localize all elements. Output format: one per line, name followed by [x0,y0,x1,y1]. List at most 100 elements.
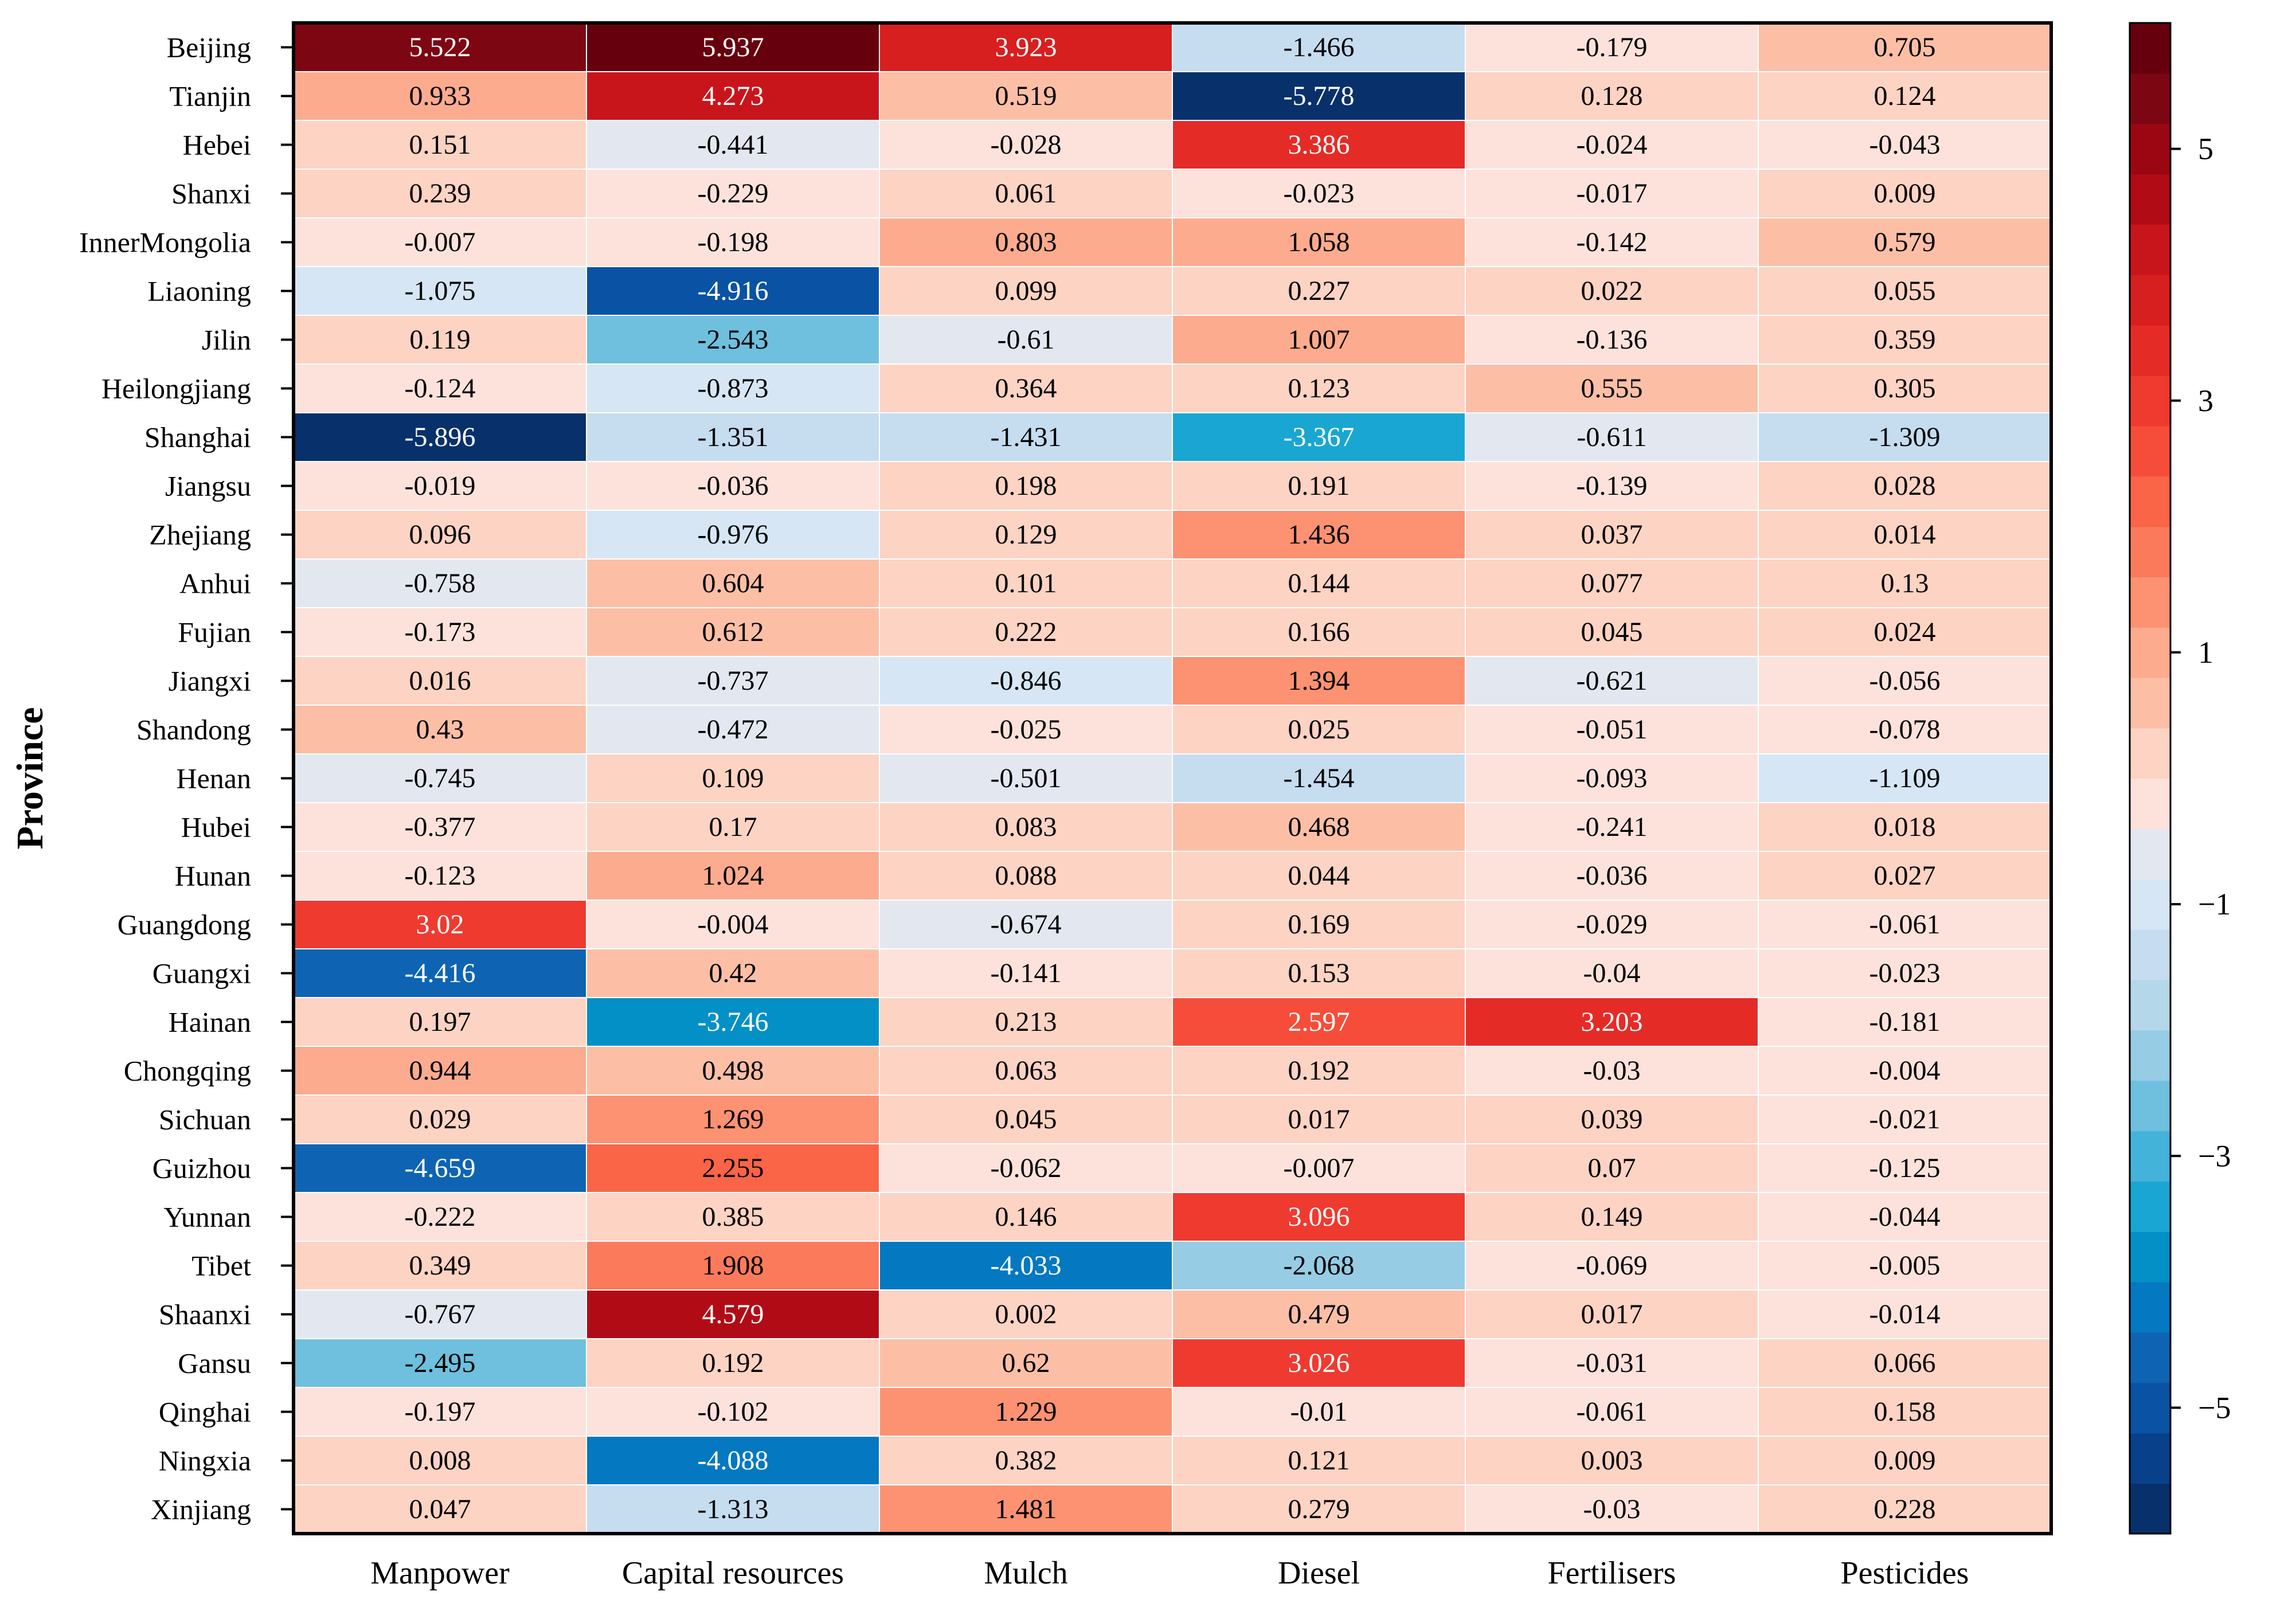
cell-value-label: 0.037 [1581,519,1643,550]
cell-value-label: -1.109 [1869,763,1941,793]
heatmap-cell [1172,315,1466,365]
colorbar-segment [2130,1382,2170,1434]
cell-value-label: 2.255 [702,1153,764,1183]
cell-value-label: 0.166 [1288,617,1350,647]
cell-value-label: -0.173 [405,617,476,647]
heatmap-cell [586,120,880,170]
heatmap-cell [1465,412,1759,462]
x-tick-label: Manpower [370,1555,510,1591]
cell-value-label: -0.093 [1577,763,1648,793]
cell-value-label: -0.069 [1577,1250,1648,1281]
heatmap-cell [879,802,1173,852]
cell-value-label: 0.124 [1874,81,1936,111]
cell-value-label: 0.153 [1288,958,1350,988]
cell-value-label: 0.519 [995,81,1057,111]
cell-value-label: 0.008 [409,1445,471,1476]
y-tick-label: Shaanxi [159,1299,251,1331]
cell-value-label: 0.359 [1874,324,1936,355]
heatmap-cell [293,1192,587,1242]
heatmap-cell [1465,1046,1759,1096]
colorbar-segment [2130,1030,2170,1081]
cell-value-label: 0.029 [409,1104,471,1135]
y-tick-label: Hebei [183,129,251,161]
heatmap-cell [1172,558,1466,608]
cell-value-label: -0.846 [991,666,1062,696]
cell-value-label: 0.705 [1874,32,1936,62]
heatmap-cell [586,71,880,121]
heatmap-cell [293,266,587,316]
cell-value-label: 0.279 [1288,1494,1350,1524]
cell-value-label: -0.873 [698,373,769,404]
heatmap-cell [1758,1192,2052,1242]
colorbar-segment [2130,425,2170,477]
heatmap-cell [1465,266,1759,316]
colorbar-segment [2130,275,2170,326]
y-tick-label: Yunnan [163,1201,251,1233]
colorbar-segment [2130,1483,2170,1534]
heatmap-cell [1172,997,1466,1047]
cell-value-label: -0.021 [1869,1104,1941,1135]
cell-value-label: -2.068 [1284,1250,1355,1281]
colorbar-segment [2130,577,2170,628]
heatmap-cell [879,412,1173,462]
cell-value-label: 1.481 [995,1494,1057,1524]
y-tick-label: Jiangsu [165,470,251,502]
cell-value-label: -4.088 [698,1445,769,1476]
heatmap-cell [1465,1387,1759,1437]
heatmap-cell [1172,802,1466,852]
cell-value-label: -0.758 [405,568,476,599]
cell-value-label: -0.745 [405,763,476,793]
cell-value-label: -0.181 [1869,1007,1941,1037]
cell-value-label: 0.192 [702,1348,764,1378]
cell-value-label: 0.13 [1881,568,1929,599]
cell-value-label: 1.436 [1288,519,1350,550]
cell-value-label: 0.099 [995,276,1057,306]
cell-value-label: -0.501 [991,763,1062,793]
cell-value-label: -5.778 [1284,81,1355,111]
cell-value-label: -0.611 [1577,422,1646,452]
cell-value-label: 0.803 [995,227,1057,257]
cell-value-label: -0.737 [698,666,769,696]
cell-value-label: -4.916 [698,276,769,306]
cell-value-label: -0.04 [1583,958,1641,988]
heatmap-cell [1465,656,1759,706]
colorbar-segment [2130,1332,2170,1383]
cell-value-label: 3.923 [995,32,1057,62]
cell-value-label: -0.007 [405,227,476,257]
colorbar-tick-label: 3 [2198,384,2213,418]
heatmap-cell [1172,656,1466,706]
cell-value-label: 0.213 [995,1007,1057,1037]
heatmap-cell [1758,22,2052,72]
cell-value-label: 0.479 [1288,1299,1350,1330]
cell-value-label: 0.62 [1002,1348,1050,1378]
heatmap-cell [586,753,880,803]
heatmap-cell [293,1143,587,1193]
heatmap-cell [1172,1289,1466,1339]
y-tick-label: Shanghai [144,421,251,453]
heatmap-cell [1465,169,1759,218]
cell-value-label: -0.019 [405,471,476,501]
y-tick-label: Qinghai [159,1396,251,1428]
colorbar-segment [2130,929,2170,980]
cell-value-label: -0.441 [698,130,769,160]
cell-value-label: 0.42 [709,958,757,988]
cell-value-label: 0.039 [1581,1104,1643,1135]
cell-value-label: 1.908 [702,1250,764,1281]
cell-value-label: 0.227 [1288,276,1350,306]
heatmap-cell [1172,1241,1466,1291]
cell-value-label: -0.051 [1577,714,1648,745]
y-tick-label: Guangxi [152,957,251,990]
cell-value-label: 0.43 [416,714,464,745]
cell-value-label: -0.031 [1577,1348,1648,1378]
colorbar [2129,22,2172,1535]
cell-value-label: 1.058 [1288,227,1350,257]
colorbar-tick-label: 5 [2198,132,2213,166]
heatmap-cell [586,315,880,365]
cell-value-label: 0.009 [1874,178,1936,209]
heatmap-cell-labels: 5.522 5.937 3.923 -1.466 -0.179 0.705 0.933 4.2… [405,32,1941,1524]
cell-value-label: 0.579 [1874,227,1936,257]
heatmap-cell [293,315,587,365]
heatmap-cell [293,1289,587,1339]
heatmap-cell [1758,948,2052,998]
y-tick-label: Chongqing [124,1055,251,1087]
